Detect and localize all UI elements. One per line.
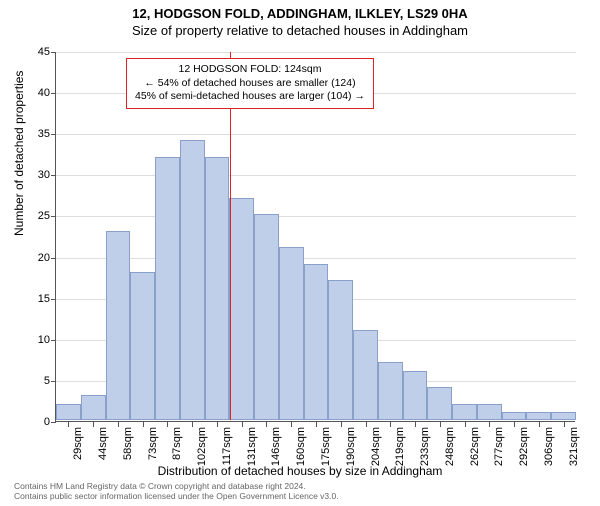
- x-tick-label: 87sqm: [171, 427, 183, 460]
- histogram-bar: [526, 412, 551, 420]
- histogram-bar: [155, 157, 180, 420]
- x-tick-label: 175sqm: [320, 427, 332, 466]
- y-tick-mark: [51, 93, 56, 94]
- chart-title-address: 12, HODGSON FOLD, ADDINGHAM, ILKLEY, LS2…: [0, 6, 600, 21]
- histogram-bar: [279, 247, 304, 420]
- x-tick-label: 73sqm: [147, 427, 159, 460]
- x-tick-mark: [192, 422, 193, 427]
- footer-attribution: Contains HM Land Registry data © Crown c…: [14, 482, 339, 502]
- x-tick-mark: [514, 422, 515, 427]
- y-tick-label: 25: [20, 210, 50, 222]
- x-tick-mark: [465, 422, 466, 427]
- x-tick-label: 292sqm: [518, 427, 530, 466]
- plot-area: 05101520253035404529sqm44sqm58sqm73sqm87…: [55, 52, 575, 422]
- chart-subtitle: Size of property relative to detached ho…: [0, 23, 600, 38]
- x-tick-mark: [366, 422, 367, 427]
- y-tick-mark: [51, 175, 56, 176]
- x-tick-label: 306sqm: [543, 427, 555, 466]
- x-tick-mark: [390, 422, 391, 427]
- y-tick-mark: [51, 340, 56, 341]
- histogram-bar: [205, 157, 230, 420]
- annotation-line1: 12 HODGSON FOLD: 124sqm: [135, 63, 365, 77]
- x-tick-mark: [143, 422, 144, 427]
- gridline: [56, 175, 576, 176]
- annotation-line2: ← 54% of detached houses are smaller (12…: [135, 77, 365, 91]
- x-tick-label: 58sqm: [122, 427, 134, 460]
- x-tick-label: 190sqm: [345, 427, 357, 466]
- x-tick-mark: [93, 422, 94, 427]
- x-tick-mark: [167, 422, 168, 427]
- gridline: [56, 52, 576, 53]
- x-axis-title: Distribution of detached houses by size …: [0, 464, 600, 478]
- y-tick-mark: [51, 422, 56, 423]
- y-tick-label: 45: [20, 46, 50, 58]
- x-tick-mark: [564, 422, 565, 427]
- y-tick-mark: [51, 299, 56, 300]
- y-tick-mark: [51, 381, 56, 382]
- histogram-bar: [328, 280, 353, 420]
- histogram-bar: [452, 404, 477, 420]
- x-tick-mark: [242, 422, 243, 427]
- histogram-bar: [180, 140, 205, 420]
- histogram-bar: [378, 362, 403, 420]
- histogram-bar: [502, 412, 527, 420]
- x-tick-mark: [341, 422, 342, 427]
- histogram-bar: [427, 387, 452, 420]
- y-tick-label: 35: [20, 128, 50, 140]
- x-tick-mark: [539, 422, 540, 427]
- x-tick-label: 277sqm: [493, 427, 505, 466]
- gridline: [56, 134, 576, 135]
- y-tick-mark: [51, 258, 56, 259]
- x-tick-mark: [316, 422, 317, 427]
- histogram-bar: [56, 404, 81, 420]
- x-tick-label: 248sqm: [444, 427, 456, 466]
- y-tick-label: 30: [20, 169, 50, 181]
- x-tick-label: 160sqm: [295, 427, 307, 466]
- footer-line2: Contains public sector information licen…: [14, 492, 339, 502]
- x-tick-label: 131sqm: [246, 427, 258, 466]
- x-tick-mark: [440, 422, 441, 427]
- x-tick-label: 146sqm: [270, 427, 282, 466]
- histogram-bar: [81, 395, 106, 420]
- y-tick-mark: [51, 216, 56, 217]
- histogram-bar: [353, 330, 378, 420]
- x-tick-label: 102sqm: [196, 427, 208, 466]
- histogram-bar: [229, 198, 254, 420]
- histogram-bar: [106, 231, 131, 420]
- histogram-bar: [130, 272, 155, 420]
- y-tick-label: 20: [20, 252, 50, 264]
- histogram-bar: [477, 404, 502, 420]
- x-tick-label: 321sqm: [568, 427, 580, 466]
- annotation-box: 12 HODGSON FOLD: 124sqm← 54% of detached…: [126, 58, 374, 109]
- x-tick-mark: [118, 422, 119, 427]
- x-tick-mark: [489, 422, 490, 427]
- x-tick-mark: [291, 422, 292, 427]
- y-tick-label: 40: [20, 87, 50, 99]
- annotation-line3: 45% of semi-detached houses are larger (…: [135, 90, 365, 104]
- x-tick-label: 117sqm: [221, 427, 233, 465]
- y-tick-mark: [51, 134, 56, 135]
- y-tick-label: 5: [20, 375, 50, 387]
- x-tick-label: 204sqm: [370, 427, 382, 466]
- y-tick-label: 10: [20, 334, 50, 346]
- x-tick-mark: [68, 422, 69, 427]
- x-tick-label: 44sqm: [97, 427, 109, 460]
- histogram-bar: [304, 264, 329, 420]
- gridline: [56, 258, 576, 259]
- x-tick-label: 29sqm: [72, 427, 84, 460]
- x-tick-label: 233sqm: [419, 427, 431, 466]
- x-tick-mark: [217, 422, 218, 427]
- x-tick-label: 219sqm: [394, 427, 406, 466]
- histogram-bar: [403, 371, 428, 420]
- y-tick-mark: [51, 52, 56, 53]
- y-tick-label: 15: [20, 293, 50, 305]
- histogram-bar: [254, 214, 279, 420]
- x-tick-mark: [415, 422, 416, 427]
- x-tick-label: 262sqm: [469, 427, 481, 466]
- y-tick-label: 0: [20, 416, 50, 428]
- histogram-bar: [551, 412, 576, 420]
- gridline: [56, 216, 576, 217]
- x-tick-mark: [266, 422, 267, 427]
